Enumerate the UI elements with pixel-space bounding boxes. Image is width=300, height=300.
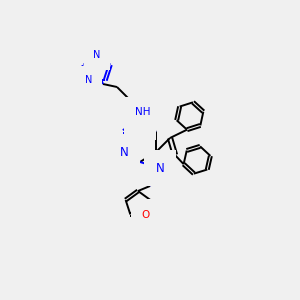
Text: NH: NH — [135, 107, 151, 117]
Text: N: N — [136, 116, 144, 128]
Text: N: N — [93, 50, 101, 60]
Text: O: O — [142, 209, 150, 220]
Text: N: N — [156, 161, 164, 175]
Text: N: N — [85, 75, 92, 85]
Text: N: N — [120, 146, 128, 158]
